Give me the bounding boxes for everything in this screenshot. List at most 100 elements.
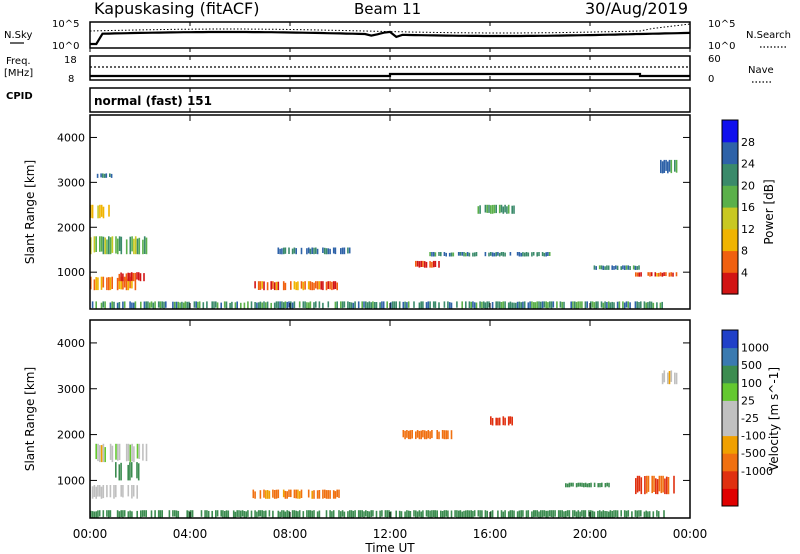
- heatmap-cell-7: [206, 301, 208, 309]
- heatmap-cell-4: [161, 510, 163, 518]
- heatmap-cell-0: [100, 445, 103, 463]
- heatmap-cell-7: [104, 301, 106, 309]
- heatmap-cell-9: [493, 252, 496, 257]
- heatmap-cell-4: [432, 510, 435, 517]
- heatmap-cell-7: [116, 302, 119, 309]
- heatmap-cell-4: [100, 173, 102, 178]
- heatmap-cell-5: [313, 282, 315, 291]
- heatmap-cell-7: [604, 483, 607, 488]
- colorbar-segment: [722, 163, 738, 186]
- freq-unit: [MHz]: [4, 68, 33, 79]
- heatmap-cell-4: [343, 511, 346, 518]
- heatmap-cell-4: [545, 510, 547, 518]
- heatmap-cell-4: [93, 511, 96, 518]
- heatmap-cell-9: [450, 252, 453, 257]
- heatmap-cell-5: [297, 281, 299, 291]
- colorbar-tick-label: -1000: [741, 465, 773, 478]
- heatmap-cell-4: [243, 511, 246, 518]
- heatmap-cell-1: [93, 279, 96, 291]
- heatmap-cell-7: [429, 301, 431, 309]
- heatmap-cell-4: [465, 510, 467, 518]
- heatmap-cell-10: [495, 204, 497, 214]
- heatmap-cell-4: [425, 510, 428, 517]
- heatmap-cell-4: [375, 510, 378, 518]
- heatmap-cell-1: [127, 485, 130, 497]
- heatmap-cell-11: [593, 265, 596, 270]
- heatmap-cell-0: [102, 236, 105, 255]
- heatmap-cell-12: [675, 272, 678, 277]
- heatmap-cell-3: [286, 491, 288, 499]
- heatmap-cell-7: [95, 301, 97, 309]
- velocity-colorbar-label: Velocity [m s^-1]: [767, 367, 781, 471]
- heatmap-cell-7: [531, 301, 533, 309]
- heatmap-cell-4: [159, 510, 162, 518]
- heatmap-cell-11: [604, 266, 606, 270]
- heatmap-cell-4: [279, 511, 281, 518]
- heatmap-cell-4: [481, 510, 483, 518]
- heatmap-cell-4: [395, 510, 397, 518]
- heatmap-cell-7: [590, 482, 592, 488]
- heatmap-cell-3: [327, 490, 330, 499]
- heatmap-cell-4: [541, 510, 544, 518]
- heatmap-cell-7: [313, 302, 315, 309]
- heatmap-cell-7: [361, 301, 363, 309]
- heatmap-cell-6: [504, 417, 506, 426]
- heatmap-cell-8: [673, 475, 675, 494]
- heatmap-cell-4: [422, 510, 424, 518]
- heatmap-cell-11: [634, 265, 637, 270]
- heatmap-cell-2: [132, 272, 135, 282]
- heatmap-cell-4: [565, 510, 567, 518]
- heatmap-cell-4: [436, 510, 438, 518]
- heatmap-cell-7: [179, 302, 181, 309]
- heatmap-cell-7: [347, 301, 349, 309]
- heatmap-cell-9: [457, 252, 460, 256]
- heatmap-cell-3: [275, 489, 278, 499]
- heatmap-cell-7: [334, 301, 337, 309]
- heatmap-cell-0: [115, 443, 117, 460]
- heatmap-cell-4: [563, 511, 565, 518]
- heatmap-cell-3: [99, 204, 101, 219]
- heatmap-cell-6: [347, 247, 349, 254]
- heatmap-cell-1: [122, 485, 124, 498]
- heatmap-cell-9: [443, 252, 446, 256]
- heatmap-cell-4: [625, 510, 628, 518]
- heatmap-cell-4: [516, 511, 519, 518]
- nave-label: Nave: [748, 65, 774, 76]
- heatmap-cell-6: [502, 416, 505, 426]
- heatmap-cell-9: [548, 252, 551, 256]
- heatmap-cell-7: [215, 301, 217, 308]
- colorbar-tick-label: 16: [741, 201, 755, 214]
- heatmap-cell-4: [600, 511, 603, 518]
- heatmap-cell-9: [525, 252, 528, 257]
- heatmap-cell-3: [293, 489, 296, 499]
- heatmap-cell-4: [407, 510, 410, 518]
- heatmap-cell-4: [309, 510, 312, 518]
- heatmap-cell-5: [261, 281, 263, 289]
- heatmap-cell-4: [400, 511, 403, 518]
- heatmap-cell-7: [250, 301, 253, 309]
- heatmap-cell-9: [484, 252, 487, 257]
- heatmap-cell-9: [497, 252, 499, 256]
- colorbar-tick-label: 20: [741, 179, 755, 192]
- heatmap-cell-4: [431, 510, 433, 518]
- heatmap-cell-3: [318, 490, 321, 499]
- heatmap-cell-7: [516, 301, 519, 309]
- heatmap-cell-4: [136, 510, 138, 518]
- heatmap-cell-7: [406, 302, 408, 309]
- heatmap-cell-4: [368, 511, 371, 518]
- heatmap-cell-1: [102, 276, 105, 288]
- heatmap-cell-6: [509, 416, 512, 424]
- heatmap-cell-7: [588, 483, 590, 488]
- heatmap-cell-4: [404, 511, 406, 518]
- colorbar-tick-label: 100: [741, 377, 762, 390]
- heatmap-cell-4: [607, 511, 610, 518]
- heatmap-cell-5: [254, 281, 256, 289]
- heatmap-cell-2: [137, 463, 140, 481]
- heatmap-cell-7: [634, 301, 637, 309]
- heatmap-cell-9: [438, 252, 440, 256]
- heatmap-cell-0: [115, 236, 117, 254]
- heatmap-cell-5: [277, 281, 280, 291]
- heatmap-cell-4: [406, 510, 408, 518]
- heatmap-cell-7: [145, 301, 147, 309]
- x-tick-label: 00:00: [73, 527, 108, 541]
